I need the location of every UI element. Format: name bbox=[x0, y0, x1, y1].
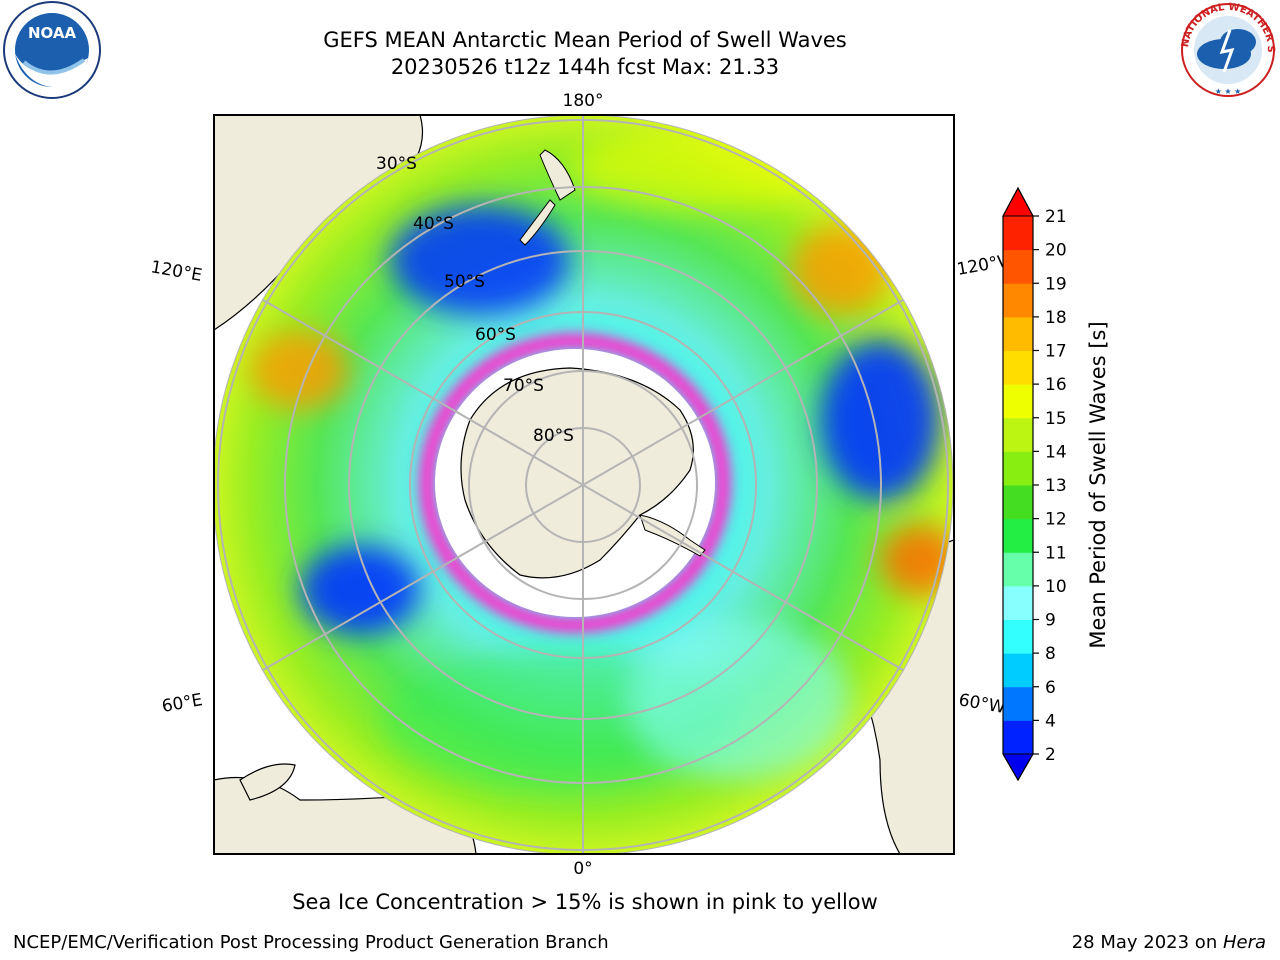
colorbar-tick-label: 17 bbox=[1045, 342, 1067, 362]
parallel-label-30s: 30°S bbox=[376, 154, 417, 174]
colorbar-label: Mean Period of Swell Waves [s] bbox=[1086, 321, 1110, 648]
meridian-label-0: 0° bbox=[573, 859, 592, 879]
noaa-logo: NOAA bbox=[3, 1, 101, 99]
colorbar-segment bbox=[1003, 384, 1033, 419]
colorbar-segment bbox=[1003, 216, 1033, 251]
colorbar-tick-label: 8 bbox=[1045, 644, 1056, 664]
colorbar-tick-label: 15 bbox=[1045, 409, 1067, 429]
colorbar-tick-label: 12 bbox=[1045, 510, 1067, 530]
meridian-label-120e: 120°E bbox=[149, 257, 203, 286]
colorbar-segment bbox=[1003, 653, 1033, 688]
colorbar-tick-label: 21 bbox=[1045, 207, 1067, 227]
colorbar-segment bbox=[1003, 518, 1033, 553]
parallel-label-40s: 40°S bbox=[413, 214, 454, 234]
colorbar-tick-label: 2 bbox=[1045, 745, 1056, 765]
colorbar-segment bbox=[1003, 686, 1033, 721]
colorbar-segment bbox=[1003, 283, 1033, 318]
chart-subtitle: 20230526 t12z 144h fcst Max: 21.33 bbox=[390, 55, 780, 79]
parallel-label-50s: 50°S bbox=[444, 272, 485, 292]
colorbar-segment bbox=[1003, 316, 1033, 351]
footer-machine: Hera bbox=[1222, 932, 1266, 953]
colorbar-segment bbox=[1003, 249, 1033, 284]
colorbar-segment bbox=[1003, 417, 1033, 452]
colorbar-segment bbox=[1003, 585, 1033, 620]
parallel-label-80s: 80°S bbox=[533, 426, 574, 446]
colorbar-tick-label: 13 bbox=[1045, 476, 1067, 496]
colorbar-segment bbox=[1003, 552, 1033, 587]
colorbar-segment bbox=[1003, 350, 1033, 385]
parallel-label-70s: 70°S bbox=[503, 376, 544, 396]
footer-date-text: 28 May 2023 on bbox=[1071, 932, 1223, 953]
meridian-label-60w: 60°W bbox=[957, 690, 1007, 718]
colorbar-segment bbox=[1003, 451, 1033, 486]
land-madagascar bbox=[239, 763, 296, 801]
colorbar-segment bbox=[1003, 720, 1033, 755]
colorbar-under-arrow bbox=[1002, 753, 1034, 782]
colorbar-tick-label: 16 bbox=[1045, 375, 1067, 395]
colorbar-segment bbox=[1003, 485, 1033, 520]
land-new-zealand bbox=[519, 149, 576, 246]
colorbar-tick-label: 18 bbox=[1045, 308, 1067, 328]
footer-branch: NCEP/EMC/Verification Post Processing Pr… bbox=[13, 932, 609, 953]
colorbar-tick-label: 14 bbox=[1045, 442, 1067, 462]
swell-period-field bbox=[214, 115, 953, 854]
svg-text:★ ★ ★: ★ ★ ★ bbox=[1215, 87, 1242, 96]
map-area bbox=[214, 115, 954, 854]
colorbar-over-arrow bbox=[1002, 186, 1034, 217]
meridian-label-60e: 60°E bbox=[160, 690, 204, 717]
colorbar-tick-label: 11 bbox=[1045, 543, 1067, 563]
meridian-label-180: 180° bbox=[563, 91, 604, 111]
colorbar: 2 4 6 8 9 10 11 12 13 14 15 16 17 18 19 20 21 bbox=[1002, 186, 1067, 782]
colorbar-tick-label: 6 bbox=[1045, 678, 1056, 698]
map-frame bbox=[213, 114, 955, 855]
colorbar-tick-label: 20 bbox=[1045, 241, 1067, 261]
parallel-label-60s: 60°S bbox=[475, 325, 516, 345]
footer-date: 28 May 2023 on Hera bbox=[1072, 932, 1266, 953]
colorbar-tick-label: 10 bbox=[1045, 577, 1067, 597]
colorbar-tick-label: 4 bbox=[1045, 711, 1056, 731]
colorbar-tick-label: 9 bbox=[1045, 611, 1056, 631]
sea-ice-note: Sea Ice Concentration > 15% is shown in … bbox=[292, 890, 878, 914]
colorbar-segment bbox=[1003, 619, 1033, 654]
noaa-logo-text: NOAA bbox=[28, 24, 77, 42]
chart-title: GEFS MEAN Antarctic Mean Period of Swell… bbox=[323, 28, 847, 52]
colorbar-tick-label: 19 bbox=[1045, 274, 1067, 294]
graticule bbox=[217, 115, 949, 854]
nws-logo: NATIONAL WEATHER SERVICE ★ ★ ★ bbox=[1176, 0, 1276, 97]
